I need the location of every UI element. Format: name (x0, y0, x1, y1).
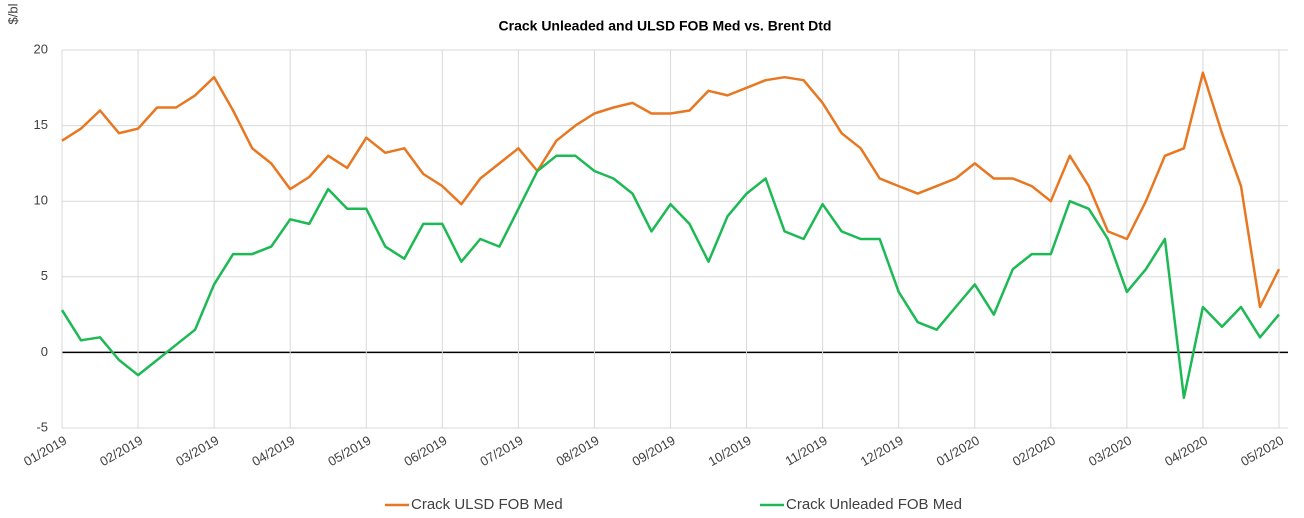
x-tick-label: 03/2020 (1086, 433, 1134, 469)
x-tick-label: 12/2019 (858, 433, 906, 469)
series-line (60, 154, 1280, 400)
x-tick-label: 07/2019 (477, 433, 525, 469)
y-tick-label: -5 (36, 419, 48, 434)
y-tick-label: 10 (34, 193, 48, 208)
x-tick-label: 04/2019 (249, 433, 297, 469)
x-tick-label: 03/2019 (173, 433, 221, 469)
x-tick-label: 08/2019 (553, 433, 601, 469)
legend-label: Crack Unleaded FOB Med (786, 496, 962, 513)
x-tick-label: 05/2020 (1238, 433, 1286, 469)
x-tick-label: 06/2019 (401, 433, 449, 469)
x-tick-label: 02/2019 (97, 433, 145, 469)
x-tick-label: 01/2019 (21, 433, 69, 469)
x-tick-label: 04/2020 (1162, 433, 1210, 469)
x-tick-label: 11/2019 (782, 433, 829, 469)
y-axis-label: $/bl (5, 3, 20, 24)
x-tick-label: 01/2020 (934, 433, 982, 469)
y-tick-label: 20 (34, 41, 48, 56)
series-line (61, 71, 1281, 309)
y-tick-label: 15 (34, 117, 48, 132)
y-tick-label: 0 (41, 344, 48, 359)
chart-title: Crack Unleaded and ULSD FOB Med vs. Bren… (499, 18, 832, 34)
legend-label: Crack ULSD FOB Med (411, 496, 563, 513)
y-tick-label: 5 (41, 268, 48, 283)
x-tick-label: 05/2019 (325, 433, 373, 469)
x-tick-label: 02/2020 (1010, 433, 1058, 469)
x-tick-label: 09/2019 (630, 433, 678, 469)
x-tick-label: 10/2019 (706, 433, 754, 469)
